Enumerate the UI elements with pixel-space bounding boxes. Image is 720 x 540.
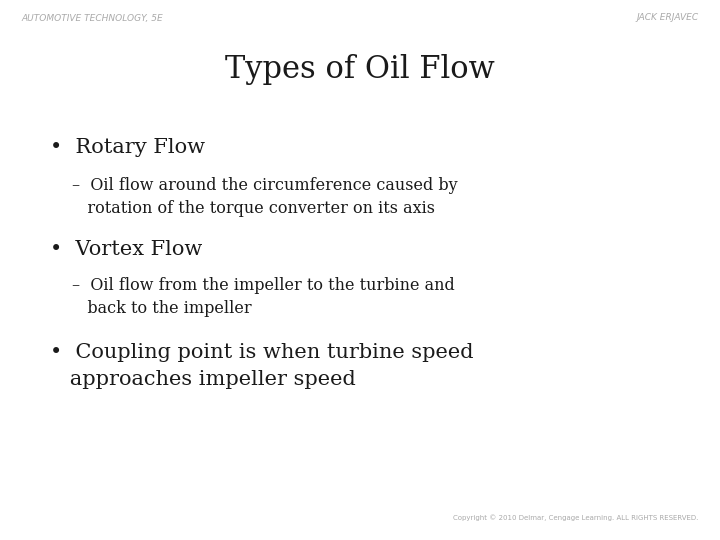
Text: •  Rotary Flow: • Rotary Flow — [50, 138, 205, 157]
Text: –  Oil flow from the impeller to the turbine and: – Oil flow from the impeller to the turb… — [72, 277, 455, 294]
Text: AUTOMOTIVE TECHNOLOGY, 5E: AUTOMOTIVE TECHNOLOGY, 5E — [22, 14, 163, 23]
Text: •  Vortex Flow: • Vortex Flow — [50, 240, 202, 259]
Text: JACK ERJAVEC: JACK ERJAVEC — [636, 14, 698, 23]
Text: Copyright © 2010 Delmar, Cengage Learning. ALL RIGHTS RESERVED.: Copyright © 2010 Delmar, Cengage Learnin… — [453, 515, 698, 521]
Text: Types of Oil Flow: Types of Oil Flow — [225, 54, 495, 85]
Text: –  Oil flow around the circumference caused by: – Oil flow around the circumference caus… — [72, 177, 458, 193]
Text: back to the impeller: back to the impeller — [72, 300, 251, 316]
Text: •  Coupling point is when turbine speed: • Coupling point is when turbine speed — [50, 343, 474, 362]
Text: approaches impeller speed: approaches impeller speed — [50, 370, 356, 389]
Text: rotation of the torque converter on its axis: rotation of the torque converter on its … — [72, 200, 435, 217]
